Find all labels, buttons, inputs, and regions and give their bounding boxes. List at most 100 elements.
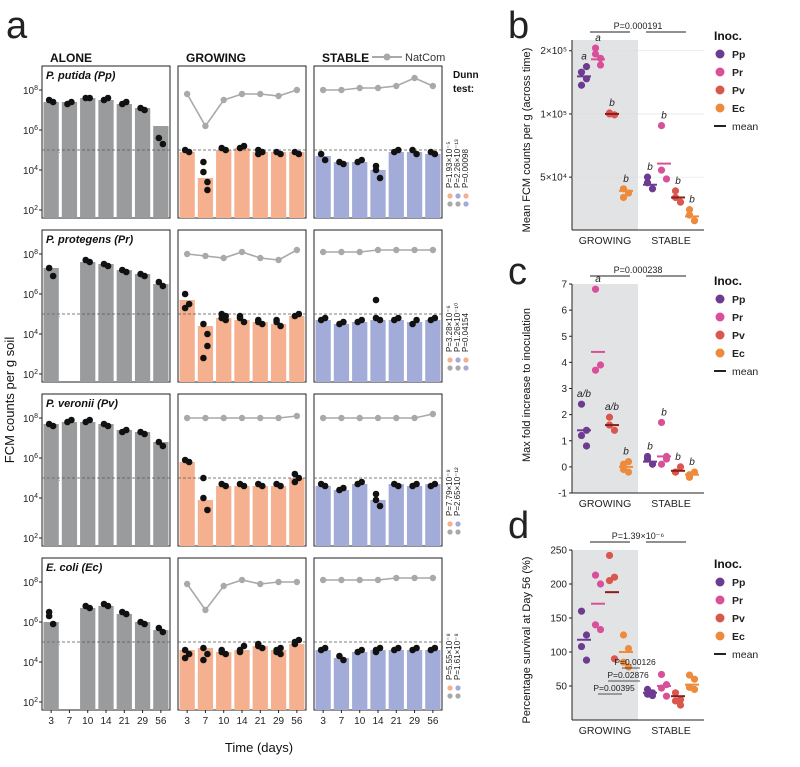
data-point xyxy=(376,644,384,652)
bar xyxy=(179,152,195,218)
legend-label: Pr xyxy=(732,312,743,324)
data-point xyxy=(204,186,211,194)
x-tick-label: 7 xyxy=(339,716,345,727)
data-point xyxy=(141,272,148,280)
group-label: STABLE xyxy=(651,725,691,737)
data-point xyxy=(372,296,380,304)
y-tick-label: -1 xyxy=(558,489,567,500)
data-point xyxy=(141,620,148,628)
data-point xyxy=(86,258,94,266)
bar xyxy=(134,108,151,218)
panel-b-plot: 5×10⁴ 1×10⁵ 2×10⁵ GROWING STABLE P=0.000191 a b… xyxy=(540,21,704,247)
natcom-point xyxy=(429,410,437,418)
data-point xyxy=(340,318,347,326)
x-tick-label: 10 xyxy=(218,716,230,727)
data-point xyxy=(291,478,299,486)
significance-letter: b xyxy=(647,162,653,173)
data-point xyxy=(591,571,600,579)
data-point xyxy=(185,300,193,308)
natcom-legend: NatCom xyxy=(372,52,445,64)
bar xyxy=(234,650,250,710)
significance-letter: b xyxy=(675,452,681,463)
comparison-dot xyxy=(455,193,461,199)
data-point xyxy=(358,156,366,164)
data-point xyxy=(277,482,284,490)
data-point xyxy=(204,330,211,338)
data-point xyxy=(200,320,207,328)
data-point xyxy=(648,185,657,193)
data-point xyxy=(591,50,600,58)
natcom-point xyxy=(293,246,301,254)
comparison-dot xyxy=(447,693,453,699)
data-point xyxy=(657,670,666,679)
dunn-pvalue: P=7.79×10⁻⁸ xyxy=(445,469,454,516)
comparison-dot xyxy=(455,521,461,527)
bar xyxy=(43,424,59,546)
natcom-point xyxy=(338,86,345,94)
data-point xyxy=(358,316,366,324)
data-point xyxy=(336,652,343,660)
data-point xyxy=(277,150,284,158)
y-tick-label: 108 xyxy=(23,85,38,97)
bar xyxy=(370,650,386,710)
growing-shade xyxy=(572,550,638,720)
dunn-label-2: test: xyxy=(453,84,474,95)
data-point xyxy=(409,146,416,154)
data-point xyxy=(49,272,57,280)
bar xyxy=(333,658,350,710)
growing-shade xyxy=(572,284,638,493)
bar xyxy=(289,478,305,546)
legend-marker xyxy=(715,103,725,113)
significance-letter: b xyxy=(623,174,629,185)
data-point xyxy=(295,474,303,482)
data-point xyxy=(591,285,600,293)
data-point xyxy=(596,361,605,369)
data-point xyxy=(222,312,230,320)
data-point xyxy=(340,160,347,168)
bar xyxy=(98,424,114,546)
natcom-point xyxy=(183,90,191,98)
bar xyxy=(352,484,368,546)
bar xyxy=(289,644,305,710)
legend-title: Inoc. xyxy=(714,557,742,571)
dunn-pvalue: P=3.28×10⁻⁶ xyxy=(445,305,454,352)
significance-letter: b xyxy=(647,441,653,452)
bar xyxy=(425,484,441,546)
bar xyxy=(425,320,441,382)
comparison-dot xyxy=(447,357,453,363)
bar xyxy=(352,652,368,710)
data-point xyxy=(321,482,329,490)
natcom-point xyxy=(411,414,418,422)
legend-label: Pv xyxy=(732,613,745,625)
y-tick-label: 106 xyxy=(23,453,38,465)
data-point xyxy=(685,206,694,214)
comparison-dot xyxy=(455,685,461,691)
p-value-extra: P=0.00126 xyxy=(614,657,656,667)
natcom-point xyxy=(374,576,382,584)
data-point xyxy=(685,671,694,679)
data-point xyxy=(372,496,380,504)
data-point xyxy=(122,98,130,106)
data-point xyxy=(577,81,586,89)
natcom-point xyxy=(293,578,301,586)
data-point xyxy=(577,431,586,440)
data-point xyxy=(222,650,230,658)
data-point xyxy=(185,148,193,156)
data-point xyxy=(619,631,628,639)
legend-d: Inoc. Pp Pr Pv Ec mean xyxy=(714,557,758,661)
y-axis-label-b: Mean FCM counts per g (across time) xyxy=(521,48,533,233)
data-point xyxy=(394,314,402,322)
data-point xyxy=(671,697,680,705)
natcom-point xyxy=(238,248,246,256)
x-tick-label: 56 xyxy=(427,716,439,727)
natcom-point xyxy=(319,414,327,422)
data-point xyxy=(204,650,211,658)
data-point xyxy=(122,610,130,618)
y-tick-label: 102 xyxy=(23,369,38,381)
bar xyxy=(252,486,268,546)
data-point xyxy=(372,162,380,170)
natcom-point xyxy=(220,96,227,104)
x-tick-label: 7 xyxy=(67,716,73,727)
legend-marker xyxy=(715,85,725,95)
data-point xyxy=(340,484,347,492)
